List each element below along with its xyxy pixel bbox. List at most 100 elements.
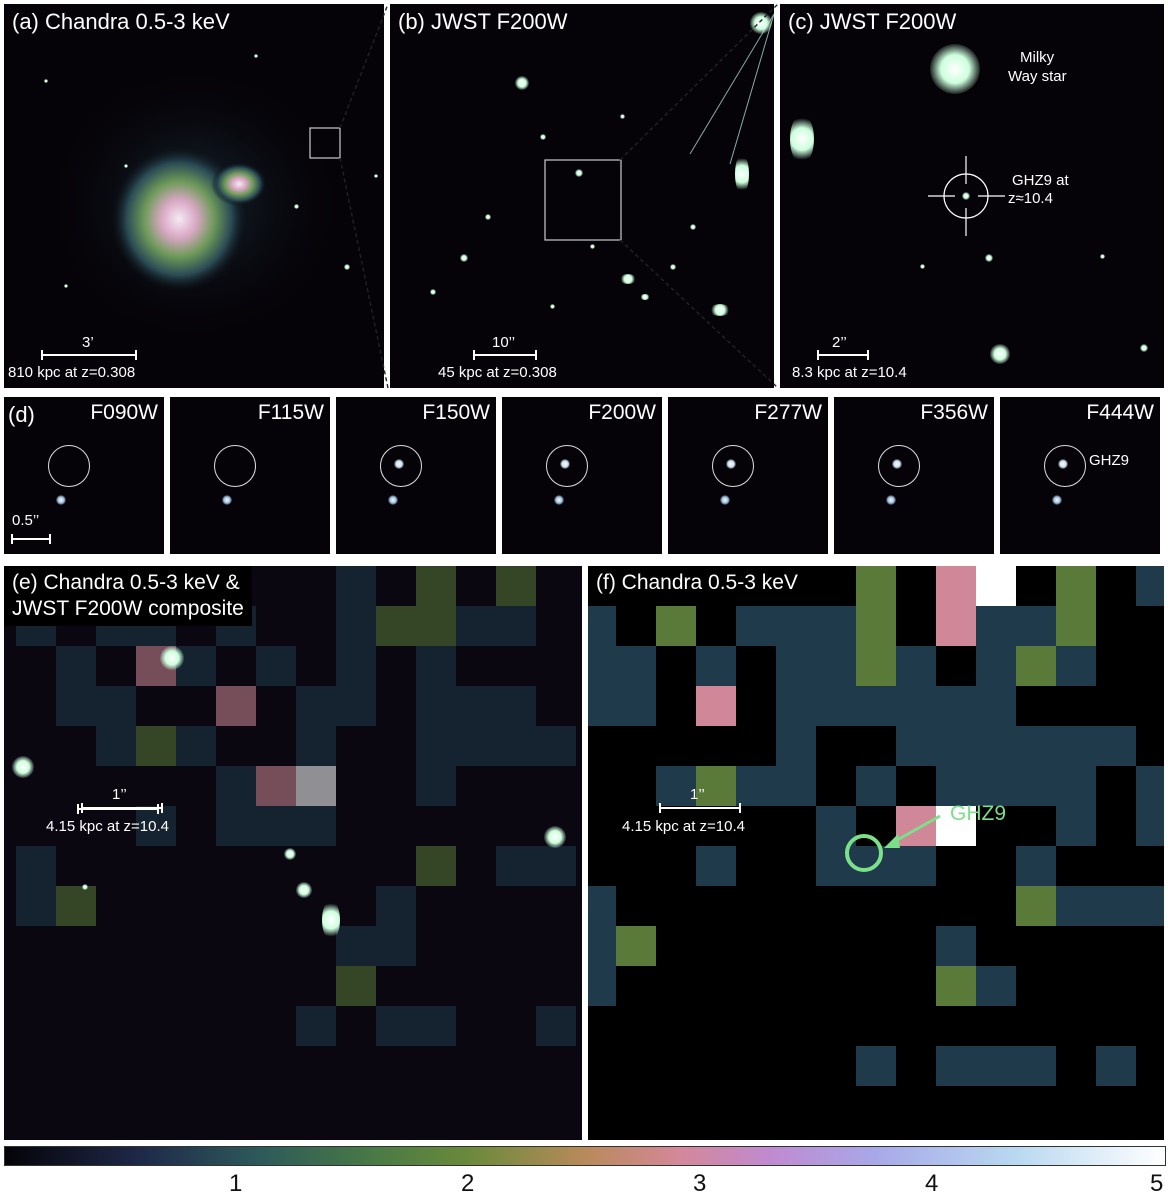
target-ring — [380, 445, 422, 487]
scalebar-b — [473, 350, 537, 360]
x-ray-pixel — [856, 606, 896, 646]
x-ray-pixel — [588, 606, 616, 646]
source — [640, 294, 650, 300]
panel-d-label: (d) — [8, 402, 35, 427]
x-ray-pixel — [456, 686, 496, 726]
x-ray-pixel — [896, 646, 936, 686]
panel-e-title: (e) Chandra 0.5-3 keV & JWST F200W compo… — [4, 566, 252, 626]
source — [750, 12, 772, 34]
panel-b-jwst: (b) JWST F200W 10’’ 45 kpc at z=0.308 — [390, 4, 774, 388]
x-ray-pixel — [936, 606, 976, 646]
x-ray-pixel — [856, 566, 896, 606]
x-ray-pixel — [416, 686, 456, 726]
target-ring — [878, 445, 920, 487]
x-ray-pixel — [416, 846, 456, 886]
filter-label: F277W — [754, 401, 822, 424]
scale-angle-f: 1’’ — [690, 786, 705, 803]
x-ray-pixel — [176, 726, 216, 766]
panel-c-title: (c) JWST F200W — [788, 9, 957, 34]
ghz9-source — [394, 459, 404, 469]
filter-panel: F277W — [668, 397, 828, 554]
filter-label: F200W — [588, 401, 656, 424]
colorbar-tick-label: 4 — [925, 1170, 939, 1197]
x-ray-pixel — [936, 926, 976, 966]
x-ray-pixel — [1136, 766, 1164, 806]
scale-phys-c: 8.3 kpc at z=10.4 — [792, 364, 907, 381]
x-ray-pixel — [776, 686, 816, 726]
panel-e-title-1: (e) Chandra 0.5-3 keV & — [12, 571, 240, 594]
x-ray-pixel — [56, 646, 96, 686]
x-ray-pixel — [256, 766, 296, 806]
source — [44, 79, 48, 83]
scale-phys-e: 4.15 kpc at z=10.4 — [46, 818, 170, 835]
scale-d: 0.5’’ — [12, 512, 40, 529]
x-ray-pixel — [816, 806, 856, 846]
x-ray-pixel — [16, 846, 56, 886]
filter-label: F115W — [257, 401, 324, 424]
source — [254, 54, 258, 58]
source — [64, 284, 68, 288]
panel-e-composite: (e) Chandra 0.5-3 keV & JWST F200W compo… — [4, 566, 582, 1140]
x-ray-pixel — [416, 726, 456, 766]
x-ray-pixel — [456, 726, 496, 766]
source — [1140, 344, 1148, 352]
source — [790, 114, 814, 164]
filter-panel: F200W — [502, 397, 662, 554]
source — [12, 756, 34, 778]
milky-way-label-2: Way star — [1008, 68, 1067, 85]
x-ray-pixel — [216, 806, 256, 846]
x-ray-pixel — [936, 766, 976, 806]
x-ray-pixel — [296, 686, 336, 726]
source — [962, 192, 970, 200]
x-ray-pixel — [588, 966, 616, 1006]
x-ray-pixel — [856, 1046, 896, 1086]
x-ray-pixel — [56, 686, 96, 726]
filter-panel: F090W — [4, 397, 164, 554]
x-ray-pixel — [376, 926, 416, 966]
milky-way-label-1: Milky — [1020, 49, 1055, 66]
source — [322, 900, 340, 940]
x-ray-pixel — [1056, 806, 1096, 846]
x-ray-pixel — [856, 646, 896, 686]
source — [344, 264, 350, 270]
scalebar-a — [41, 350, 137, 360]
x-ray-pixel — [588, 646, 616, 686]
x-ray-pixel — [376, 1006, 416, 1046]
source — [82, 884, 88, 890]
scalebar-f-line — [659, 803, 741, 813]
x-ray-pixel — [936, 566, 976, 606]
filter-panel: F356W — [834, 397, 994, 554]
scale-phys-f: 4.15 kpc at z=10.4 — [622, 818, 746, 835]
x-ray-pixel — [696, 686, 736, 726]
x-ray-pixel — [1056, 566, 1096, 606]
x-ray-pixel — [936, 966, 976, 1006]
x-ray-pixel — [16, 886, 56, 926]
x-ray-pixel — [96, 726, 136, 766]
x-ray-pixel — [1096, 886, 1136, 926]
x-ray-pixel — [256, 646, 296, 686]
target-ring — [214, 445, 256, 487]
filter-label: F090W — [90, 401, 158, 424]
source — [515, 76, 529, 90]
source — [670, 264, 676, 270]
neighbor-source — [720, 495, 730, 505]
x-ray-pixel — [816, 846, 856, 886]
x-ray-pixel — [1056, 726, 1096, 766]
x-ray-pixel — [1016, 1046, 1056, 1086]
x-ray-pixel — [1136, 566, 1164, 606]
colorbar-tick-label: 5 — [1150, 1170, 1164, 1197]
x-ray-pixel — [496, 566, 536, 606]
x-ray-pixel — [696, 766, 736, 806]
x-ray-pixel — [776, 606, 816, 646]
x-ray-pixel — [496, 726, 536, 766]
x-ray-pixel — [588, 926, 616, 966]
x-ray-pixel — [136, 806, 176, 846]
x-ray-pixel — [616, 686, 656, 726]
target-ring — [48, 445, 90, 487]
source — [1100, 254, 1105, 259]
x-ray-pixel — [416, 566, 456, 606]
source — [294, 204, 299, 209]
source — [920, 264, 925, 269]
x-ray-pixel — [1096, 726, 1136, 766]
x-ray-pixel — [1056, 646, 1096, 686]
